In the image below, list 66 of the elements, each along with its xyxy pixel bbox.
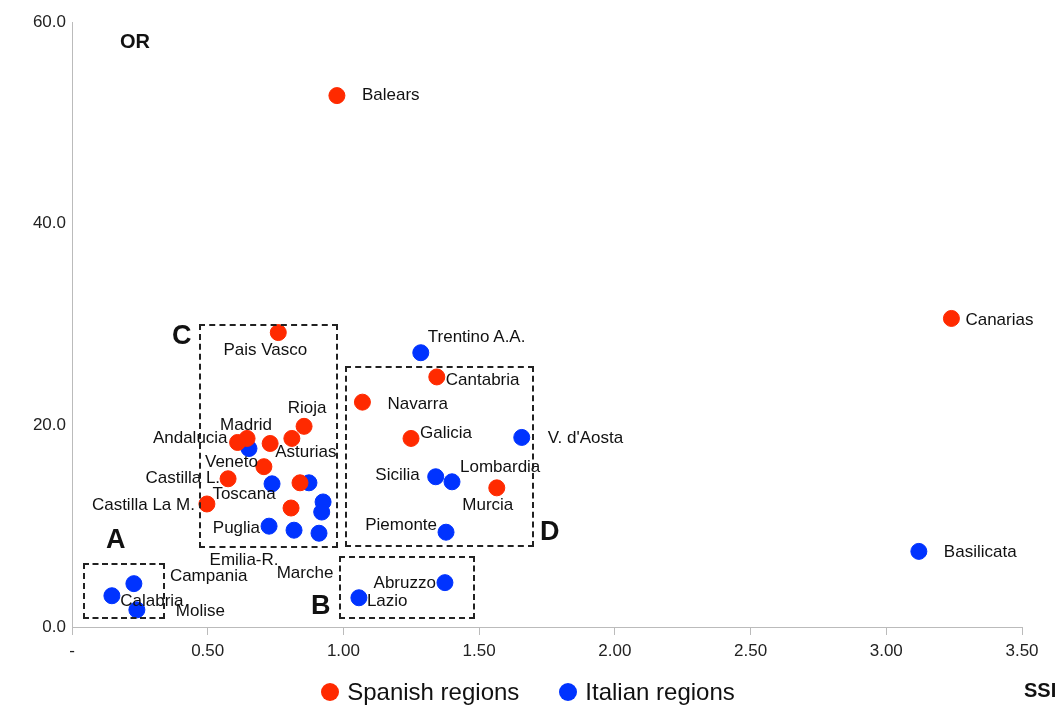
legend-label: Spanish regions [347, 678, 520, 706]
point [260, 517, 278, 535]
point [513, 428, 531, 446]
annotation: A [106, 524, 126, 555]
point [350, 589, 368, 607]
annotation: Balears [361, 85, 420, 105]
point [412, 344, 430, 362]
y-axis-title: OR [120, 30, 150, 53]
x-tick-label: 2.00 [598, 640, 632, 660]
point [328, 87, 346, 105]
point [436, 574, 454, 592]
point [402, 429, 420, 447]
point [310, 524, 328, 542]
annotation: Piemonte [365, 514, 438, 534]
point [282, 499, 300, 517]
point [291, 474, 309, 492]
x-tick-label: 0.50 [191, 640, 225, 660]
annotation: Sicilia [375, 465, 421, 485]
annotation: Lombardia [460, 457, 541, 477]
annotation: Trentino A.A. [427, 327, 526, 347]
annotation: Lazio [366, 591, 408, 611]
point [910, 542, 928, 560]
annotation: Galicia [420, 423, 473, 443]
point [103, 587, 121, 605]
annotation: Puglia [212, 517, 261, 537]
y-tick-label: 40.0 [32, 213, 66, 233]
annotation: Basilicata [943, 542, 1018, 562]
point [353, 393, 371, 411]
point [269, 324, 287, 342]
annotation: Canarias [965, 310, 1034, 330]
legend-label: Italian regions [585, 678, 735, 706]
point [437, 523, 455, 541]
point [427, 468, 445, 486]
annotation: V. d'Aosta [547, 428, 624, 448]
point [942, 309, 960, 327]
point [313, 503, 331, 521]
y-tick-label: 60.0 [32, 11, 66, 31]
annotation: Castilla La M. [91, 494, 195, 514]
annotation: Campania [169, 566, 248, 586]
x-tick-label: 1.00 [326, 640, 360, 660]
x-tick-label: - [69, 640, 75, 660]
annotation: Murcia [462, 494, 514, 514]
annotation: D [540, 516, 560, 547]
y-tick-label: 0.0 [42, 616, 66, 636]
x-tick-label: 1.50 [462, 640, 496, 660]
annotation: Asturias [275, 442, 337, 462]
x-tick-label: 3.50 [1005, 640, 1039, 660]
point [428, 368, 446, 386]
point [285, 521, 303, 539]
point [229, 433, 247, 451]
x-tick-label: 2.50 [734, 640, 768, 660]
x-tick-label: 3.00 [869, 640, 903, 660]
annotation: Abruzzo [373, 573, 436, 593]
point [443, 473, 461, 491]
y-tick-label: 20.0 [32, 415, 66, 435]
annotation: B [311, 590, 331, 621]
annotation: Pais Vasco [223, 340, 308, 360]
point [488, 479, 506, 497]
point [295, 417, 313, 435]
x-axis-title: SSI [1024, 679, 1056, 702]
annotation: Navarra [387, 393, 449, 413]
point [125, 575, 143, 593]
annotation: Rioja [287, 398, 327, 418]
point [219, 470, 237, 488]
annotation: C [172, 320, 192, 351]
annotation: Cantabria [445, 369, 521, 389]
